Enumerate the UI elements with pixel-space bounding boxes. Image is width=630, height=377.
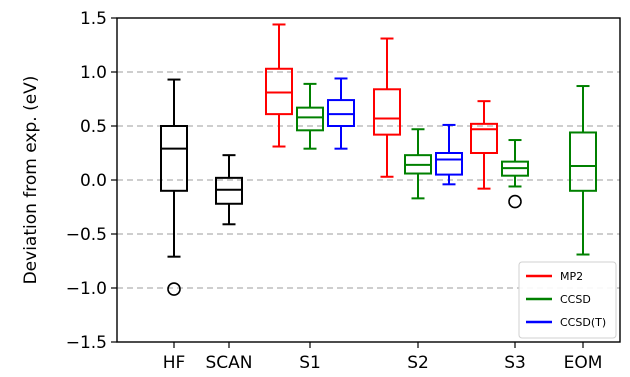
box-body (373, 88, 401, 136)
box-body (296, 106, 324, 132)
legend-label: CCSD (560, 293, 591, 306)
box-body (435, 152, 463, 176)
legend: MP2 CCSD CCSD(T) (518, 261, 617, 339)
box-s2-ccsd (404, 128, 432, 200)
box-layer (160, 23, 597, 296)
y-tick-label: −1.0 (66, 279, 107, 299)
x-tick-label: S1 (299, 353, 321, 373)
y-tick-layer: −1.5 −1.0 −0.5 0.0 0.5 1.0 1.5 (66, 9, 117, 353)
box-body (215, 176, 243, 205)
box-body (160, 125, 188, 192)
box-scan (215, 154, 243, 226)
x-tick-label: S3 (504, 353, 526, 373)
box-body (470, 122, 498, 154)
box-s1-ccsd (296, 82, 324, 150)
box-body (569, 131, 597, 192)
x-tick-label: S2 (407, 353, 429, 373)
outlier-point (508, 194, 522, 209)
box-s2-ccsdt (435, 123, 463, 186)
box-hf (160, 78, 188, 296)
x-tick-layer: HF SCAN S1 S2 S3 EOM (163, 342, 603, 373)
box-body (327, 99, 355, 128)
box-s2-mp2 (373, 37, 401, 178)
box-s1-ccsdt (327, 77, 355, 150)
box-body (265, 67, 293, 116)
box-s3-mp2 (470, 100, 498, 190)
box-s3-ccsd (501, 139, 529, 209)
box-eom-ccsd (569, 85, 597, 256)
y-axis-label: Deviation from exp. (eV) (21, 76, 41, 285)
outlier-point (167, 282, 181, 296)
grid-layer (117, 71, 620, 289)
x-tick-label: HF (163, 353, 186, 373)
legend-label: MP2 (560, 270, 583, 283)
legend-frame (518, 261, 617, 339)
y-tick-label: 1.5 (80, 9, 107, 29)
x-tick-label: SCAN (205, 353, 252, 373)
y-tick-label: −0.5 (66, 225, 107, 245)
y-tick-label: 0.0 (80, 171, 107, 191)
legend-label: CCSD(T) (560, 316, 606, 329)
box-s1-mp2 (265, 23, 293, 148)
x-tick-label: EOM (564, 353, 603, 373)
y-tick-label: 0.5 (80, 117, 107, 137)
y-tick-label: −1.5 (66, 333, 107, 353)
y-tick-label: 1.0 (80, 63, 107, 83)
